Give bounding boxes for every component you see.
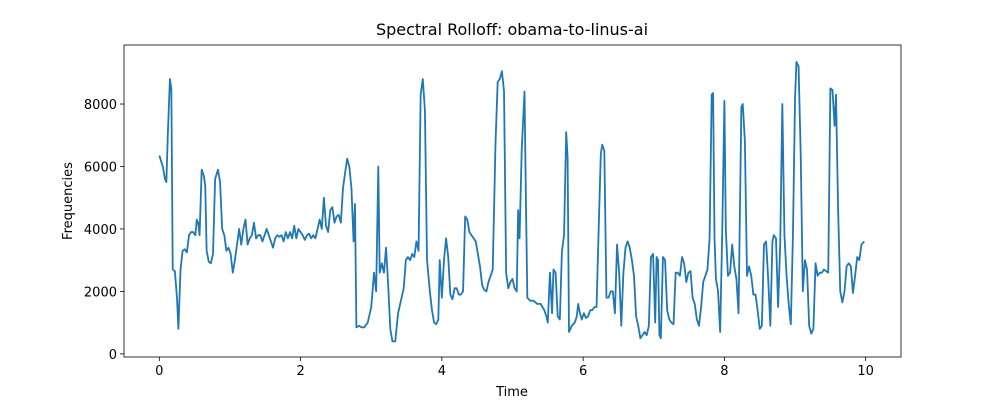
x-tick-label: 2 — [296, 364, 304, 379]
y-tick-label: 6000 — [84, 160, 117, 175]
y-tick-label: 2000 — [84, 285, 117, 300]
y-tick-label: 4000 — [84, 223, 117, 238]
y-tick-label: 8000 — [84, 98, 117, 113]
x-tick-label: 10 — [857, 364, 874, 379]
x-axis-label: Time — [495, 385, 528, 400]
y-axis-label: Frequencies — [61, 162, 76, 240]
x-tick-label: 4 — [438, 364, 446, 379]
data-line — [158, 60, 865, 343]
plot-frame — [123, 44, 902, 358]
x-tick-label: 8 — [720, 364, 728, 379]
y-tick-label: 0 — [109, 348, 117, 363]
x-tick-label: 6 — [579, 364, 587, 379]
x-tick-label: 0 — [155, 364, 163, 379]
chart-title: Spectral Rolloff: obama-to-linus-ai — [376, 20, 648, 39]
